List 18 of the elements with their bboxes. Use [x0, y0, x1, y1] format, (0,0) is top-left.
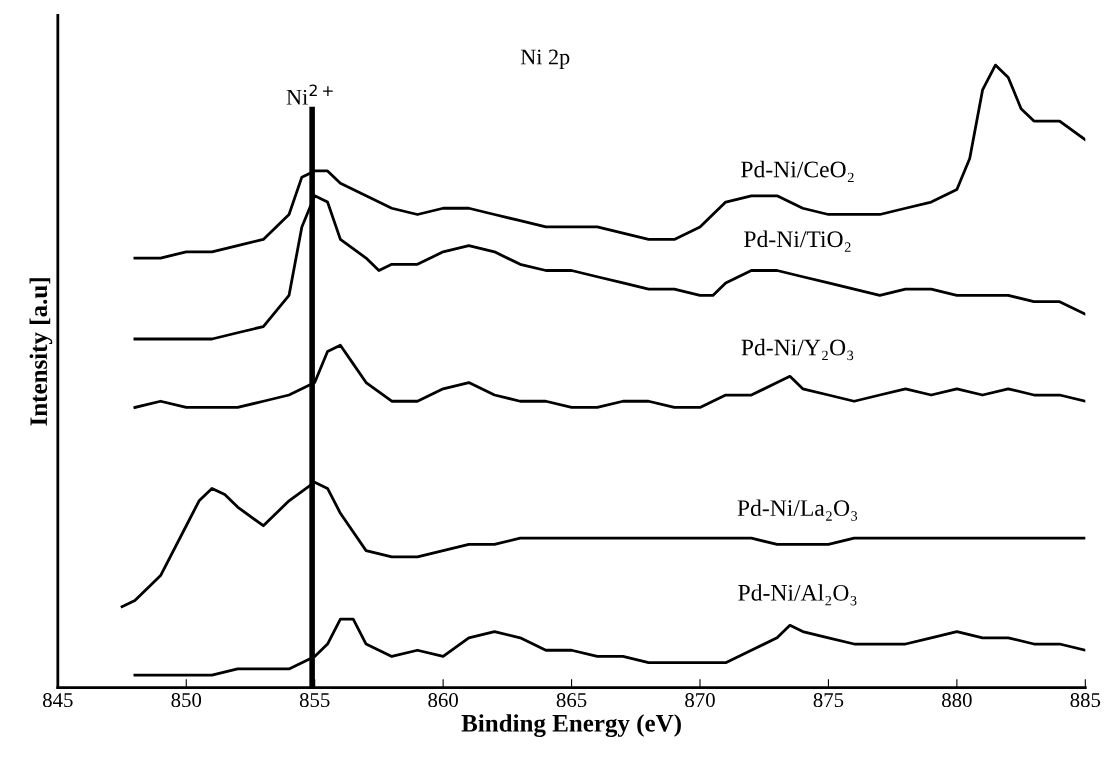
series-label: Pd-Ni/La₂O₃: [737, 499, 858, 521]
x-tick-label: 860: [428, 693, 458, 708]
series-label: Pd-Ni/TiO₂: [744, 230, 851, 252]
series-label: Pd-Ni/Y₂O₃: [741, 338, 854, 361]
annotation: Ni 2p: [520, 49, 570, 70]
x-tick-label: 850: [171, 693, 202, 708]
x-axis-title: Binding Energy (eV): [461, 714, 681, 737]
x-tick-label: 845: [42, 693, 73, 708]
series-label: Pd-Ni/CeO₂: [741, 160, 854, 183]
series-label: Pd-Ni/Al₂O₃: [738, 584, 857, 606]
ref-line-label: Ni$^{2+}$: [286, 84, 333, 105]
x-tick-label: 865: [556, 693, 587, 708]
y-axis-title: Intensity [a.u]: [29, 278, 53, 426]
x-tick-label: 855: [299, 693, 330, 708]
x-tick-label: 875: [813, 693, 844, 708]
x-tick-label: 885: [1070, 693, 1101, 708]
x-tick-label: 870: [685, 693, 715, 708]
x-tick-label: 880: [942, 693, 972, 708]
